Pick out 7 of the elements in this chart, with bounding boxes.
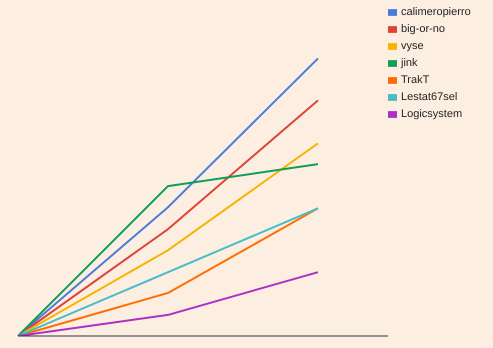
legend-label: jink — [401, 57, 418, 69]
legend-label: vyse — [401, 40, 424, 52]
legend-label: calimeropierro — [401, 6, 471, 18]
legend-label: Logicsystem — [401, 108, 462, 120]
legend-label: big-or-no — [401, 23, 446, 35]
legend-label: TrakT — [401, 74, 430, 86]
legend-label: Lestat67sel — [401, 91, 458, 103]
